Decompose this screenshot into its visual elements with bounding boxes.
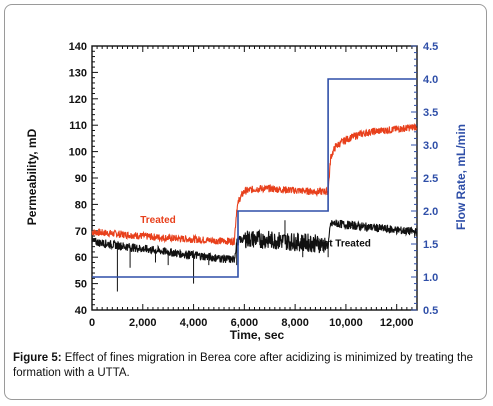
y2-tick-label: 0.5 <box>423 305 438 317</box>
y-tick-label: 110 <box>69 120 87 132</box>
series-treated-line <box>91 123 418 246</box>
y-tick-label: 80 <box>75 199 87 211</box>
y2-tick-label: 1.0 <box>423 272 438 284</box>
figure-caption: Figure 5: Effect of fines migration in B… <box>13 351 481 381</box>
series-annotation: Not Treated <box>316 239 371 250</box>
series-not-treated-line <box>91 219 418 263</box>
y2-tick-label: 4.5 <box>423 41 438 53</box>
y-tick-label: 140 <box>69 41 87 53</box>
y-tick-label: 90 <box>75 173 87 185</box>
y-tick-label: 70 <box>75 226 87 238</box>
x-tick-label: 12,000 <box>380 317 414 329</box>
x-tick-label: 0 <box>89 317 95 329</box>
x-axis-title: Time, sec <box>230 328 285 342</box>
y-tick-label: 60 <box>75 252 87 264</box>
x-tick-label: 4,000 <box>180 317 208 329</box>
series-annotation: Treated <box>140 215 176 226</box>
x-tick-label: 6,000 <box>231 317 259 329</box>
permeability-flow-chart: 0 2,000 4,000 6,000 8,000 10,000 12,000 40 50 60 7… <box>25 41 468 342</box>
y-tick-label: 130 <box>69 67 87 79</box>
series-flow-rate-line <box>92 78 417 278</box>
caption-label: Figure 5: <box>13 352 62 364</box>
caption-text: Effect of fines migration in Berea core … <box>13 352 473 379</box>
y2-tick-label: 2.5 <box>423 173 438 185</box>
x-tick-label: 10,000 <box>329 317 363 329</box>
y-tick-label: 40 <box>75 305 87 317</box>
figure-frame <box>4 4 487 400</box>
y2-tick-label: 3.0 <box>423 140 438 152</box>
y-axis-title: Permeability, mD <box>25 128 39 225</box>
y2-tick-label: 1.5 <box>423 239 438 251</box>
y-tick-label: 120 <box>69 94 87 106</box>
y2-tick-label: 2.0 <box>423 206 438 218</box>
y2-axis-title: Flow Rate, mL/min <box>454 124 468 230</box>
y-tick-label: 50 <box>75 279 87 291</box>
plot-area-border <box>91 45 418 311</box>
x-tick-label: 2,000 <box>129 317 157 329</box>
y-tick-label: 100 <box>69 147 87 159</box>
x-tick-label: 8,000 <box>281 317 309 329</box>
y2-tick-label: 3.5 <box>423 107 438 119</box>
y2-tick-label: 4.0 <box>423 74 438 86</box>
